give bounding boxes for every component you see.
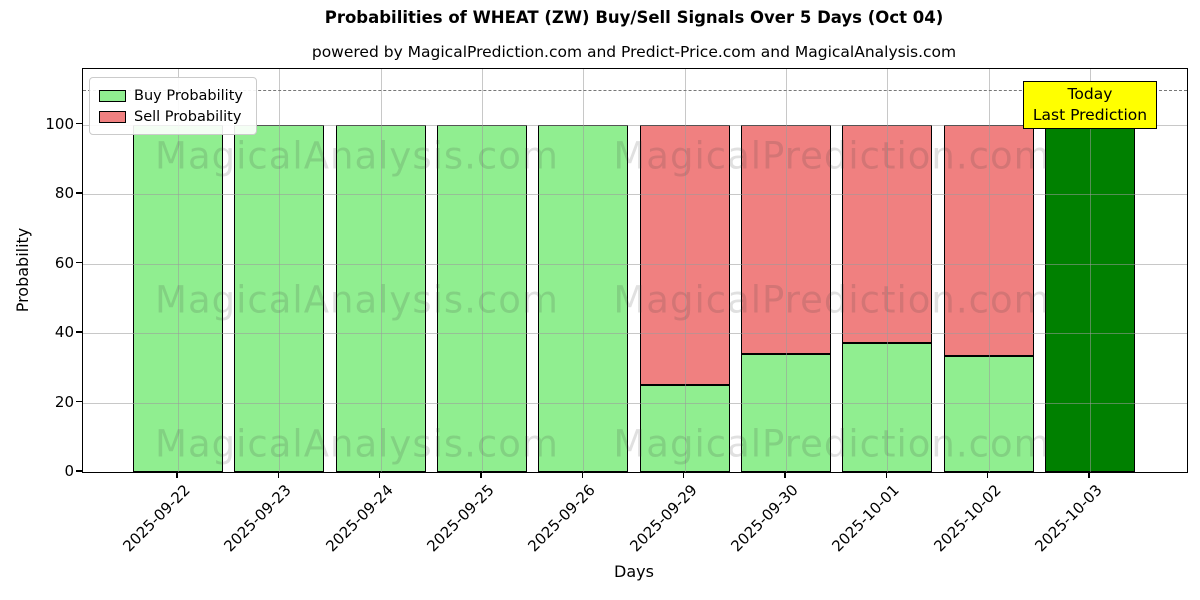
h-gridline (83, 263, 1187, 265)
y-tick-label: 20 (54, 392, 74, 411)
y-tick-label: 80 (54, 184, 74, 203)
x-tick-mark (1088, 472, 1090, 478)
today-annotation: Today Last Prediction (1022, 81, 1157, 129)
v-gridline (481, 69, 483, 472)
y-tick-label: 0 (64, 462, 74, 480)
chart-title: Probabilities of WHEAT (ZW) Buy/Sell Sig… (324, 8, 944, 27)
x-tick-mark (176, 472, 178, 478)
today-annotation-line1: Today (1067, 85, 1113, 103)
x-tick-label: 2025-09-26 (524, 481, 600, 556)
v-gridline (178, 69, 179, 472)
x-tick-label: 2025-09-24 (322, 481, 397, 556)
y-tick-mark (76, 331, 82, 333)
x-tick-mark (986, 472, 989, 478)
today-annotation-line2: Last Prediction (1032, 106, 1148, 124)
v-gridline (380, 69, 382, 472)
x-tick-label: 2025-09-29 (625, 481, 701, 556)
v-gridline (988, 69, 990, 472)
x-tick-mark (784, 472, 786, 478)
buy-swatch-icon (99, 89, 126, 102)
legend-label-buy: Buy Probability (134, 87, 243, 104)
x-axis-label: Days (614, 562, 654, 581)
v-gridline (684, 69, 686, 472)
x-tick-label: 2025-10-03 (1031, 481, 1106, 556)
watermark: MagicalAnalysis.com (155, 422, 559, 466)
x-tick-label: 2025-09-22 (119, 481, 194, 556)
chart-subtitle: powered by MagicalPrediction.com and Pre… (311, 43, 957, 61)
x-tick-label: 2025-10-02 (929, 481, 1005, 556)
y-tick-mark (76, 261, 82, 264)
v-gridline (1089, 69, 1091, 472)
v-gridline (887, 69, 889, 472)
legend-item-buy: Buy Probability (99, 85, 243, 106)
y-tick-mark (76, 122, 82, 125)
plot-area: Buy Probability Sell Probability Today L… (82, 68, 1188, 473)
x-tick-label: 2025-09-23 (220, 481, 296, 556)
y-tick-label: 40 (54, 323, 74, 342)
v-gridline (583, 69, 585, 472)
sell-swatch-icon (99, 110, 126, 123)
x-tick-mark (885, 472, 887, 478)
x-tick-mark (378, 472, 381, 478)
x-tick-mark (581, 472, 583, 478)
watermark: MagicalAnalysis.com (155, 278, 559, 322)
y-tick-mark (76, 400, 82, 403)
y-tick-mark (76, 192, 82, 194)
legend-label-sell: Sell Probability (134, 108, 242, 125)
h-gridline (83, 333, 1187, 335)
h-gridline (83, 402, 1187, 404)
y-tick-label: 100 (45, 114, 74, 133)
threshold-dashed-line (83, 89, 1187, 91)
h-gridline (83, 194, 1187, 196)
watermark: MagicalPrediction.com (613, 134, 1051, 178)
watermark: MagicalPrediction.com (613, 278, 1051, 322)
h-gridline (83, 124, 1187, 126)
x-tick-label: 2025-09-25 (423, 481, 498, 556)
watermark: MagicalPrediction.com (613, 422, 1051, 466)
watermark: MagicalAnalysis.com (155, 134, 559, 178)
legend-item-sell: Sell Probability (99, 106, 243, 127)
x-tick-mark (682, 472, 685, 478)
x-tick-mark (277, 472, 280, 478)
x-tick-label: 2025-10-01 (828, 481, 904, 556)
y-tick-mark (76, 470, 82, 472)
x-tick-mark (480, 472, 482, 478)
x-tick-label: 2025-09-30 (727, 481, 802, 556)
y-tick-label: 60 (54, 253, 74, 272)
legend: Buy Probability Sell Probability (89, 77, 257, 135)
v-gridline (785, 69, 787, 472)
v-gridline (279, 69, 281, 472)
